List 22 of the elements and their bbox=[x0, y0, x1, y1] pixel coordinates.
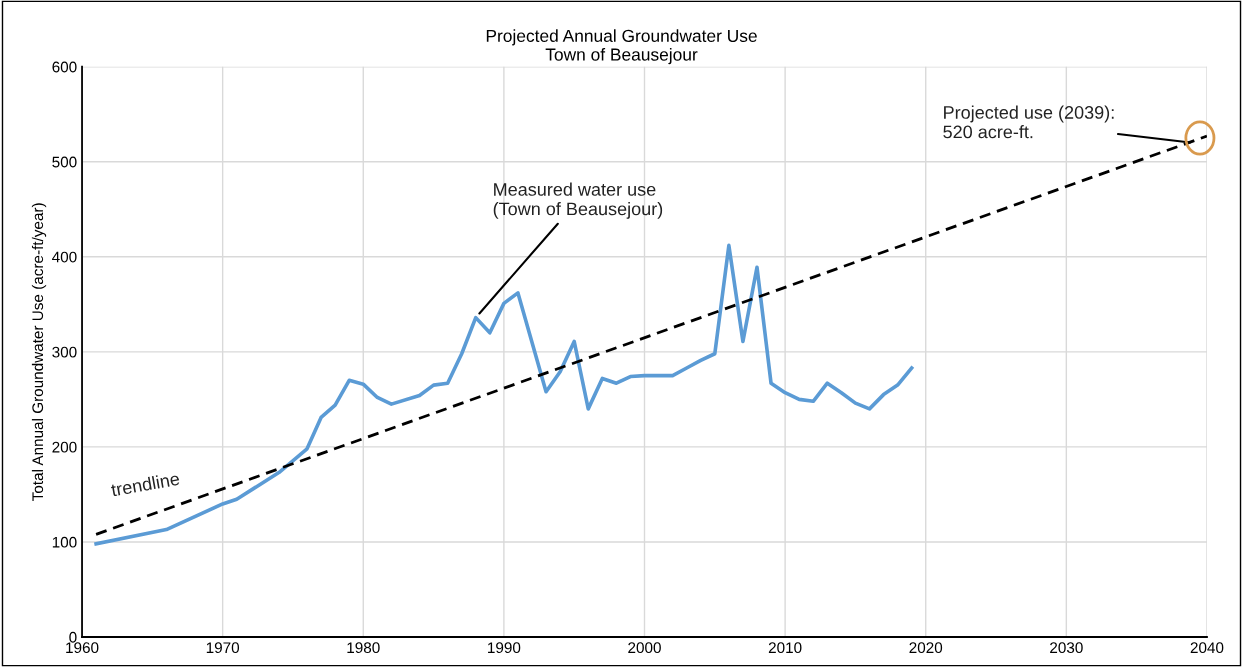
x-tick-label: 1960 bbox=[66, 642, 99, 654]
x-tick-label: 2020 bbox=[909, 642, 943, 654]
y-tick-label: 200 bbox=[52, 441, 77, 453]
y-tick-label: 400 bbox=[52, 251, 77, 263]
x-tick-label: 1980 bbox=[347, 642, 380, 654]
y-tick-label: 500 bbox=[52, 156, 77, 168]
y-axis-title: Total Annual Groundwater Use (acre-ft/year) bbox=[31, 203, 47, 501]
text: Measured water use (Town of Beausejour) bbox=[493, 182, 663, 219]
x-tick-label: 1990 bbox=[488, 642, 521, 654]
y-tick-label: 300 bbox=[52, 346, 77, 358]
text: trendline bbox=[110, 471, 180, 497]
annotation: Projected use (2039): 520 acre-ft. bbox=[943, 105, 1114, 139]
line-series bbox=[94, 243, 914, 546]
x-tick-label: 2010 bbox=[768, 642, 802, 654]
y-tick-label: 100 bbox=[52, 536, 77, 548]
y-tick-label: 0 bbox=[69, 631, 77, 643]
x-tick-label: 2040 bbox=[1190, 642, 1224, 654]
y-tick-label: 600 bbox=[52, 61, 77, 73]
x-tick-label: 2030 bbox=[1050, 642, 1083, 654]
chart-title: Projected Annual Groundwater Use Town of Beausejour bbox=[486, 29, 757, 65]
x-tick-label: 1970 bbox=[206, 642, 240, 654]
x-tick-label: 2000 bbox=[628, 642, 661, 654]
